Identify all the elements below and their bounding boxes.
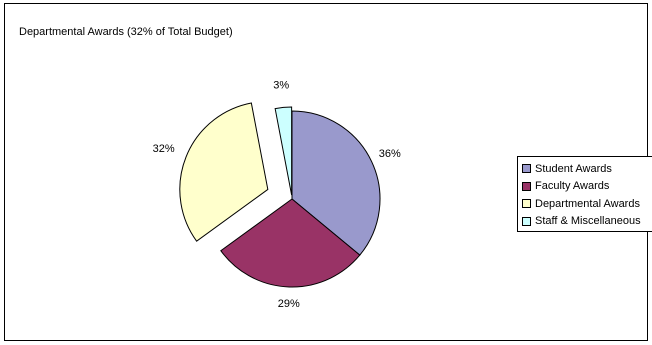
legend-label-departmental-awards: Departmental Awards (535, 197, 640, 210)
legend-swatch-staff-misc (522, 216, 531, 226)
legend-swatch-departmental-awards (522, 199, 531, 209)
legend-item-departmental-awards: Departmental Awards (522, 195, 652, 213)
legend-label-faculty-awards: Faculty Awards (535, 180, 610, 193)
pie-label-student-awards: 36% (379, 148, 401, 160)
pie-label-faculty-awards: 29% (278, 298, 300, 310)
legend-label-student-awards: Student Awards (535, 162, 612, 175)
pie-chart: 36% 29% 32% 3% (153, 80, 401, 310)
pie-label-staff-misc: 3% (273, 80, 289, 92)
chart-area: Departmental Awards (32% of Total Budget… (4, 3, 652, 341)
legend: Student Awards Faculty Awards Department… (517, 156, 652, 232)
pie-slice-faculty-awards (220, 198, 361, 288)
chart-title: Departmental Awards (32% of Total Budget… (19, 26, 233, 38)
pie-label-departmental-awards: 32% (153, 143, 175, 155)
pie-slice-departmental-awards (179, 102, 269, 242)
legend-item-student-awards: Student Awards (522, 160, 652, 178)
legend-swatch-student-awards (522, 164, 531, 174)
legend-item-faculty-awards: Faculty Awards (522, 178, 652, 196)
legend-swatch-faculty-awards (522, 181, 531, 191)
legend-label-staff-misc: Staff & Miscellaneous (535, 215, 641, 228)
pie-slice-staff-misc (274, 106, 293, 196)
pie-slice-student-awards (291, 110, 381, 256)
legend-item-staff-misc: Staff & Miscellaneous (522, 213, 652, 231)
